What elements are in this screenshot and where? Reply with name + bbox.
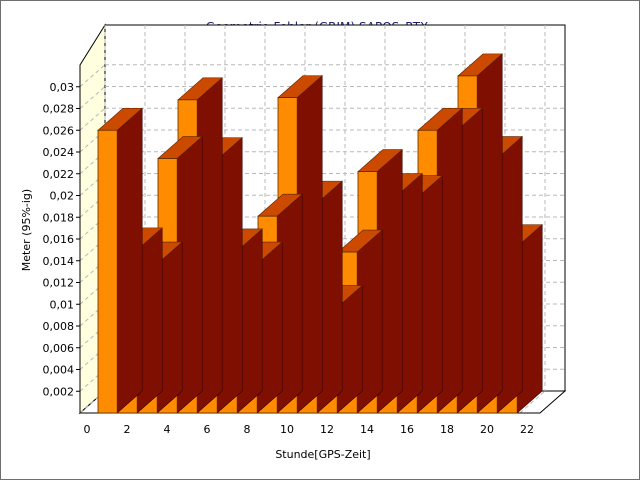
bar-side xyxy=(116,107,143,414)
x-tick-label: 22 xyxy=(520,423,534,436)
y-grid-line-side xyxy=(79,216,106,240)
x-tick-label: 12 xyxy=(320,423,334,436)
y-tick-label: 0,012 xyxy=(43,277,75,290)
y-tick-label: 0,004 xyxy=(43,364,75,377)
y-tick-label: 0,026 xyxy=(43,124,75,137)
y-tick-label: 0,016 xyxy=(43,233,75,246)
y-tick-label: 0,01 xyxy=(50,298,75,311)
y-grid-line-side xyxy=(79,260,106,283)
x-tick-label: 14 xyxy=(360,423,374,436)
y-grid-line-side xyxy=(79,173,106,196)
bar xyxy=(97,107,143,414)
y-grid-line-side xyxy=(79,347,106,370)
x-tick-label: 0 xyxy=(84,423,91,436)
y-grid-line-side xyxy=(79,194,106,218)
x-tick-label: 20 xyxy=(480,423,494,436)
x-grid-line-floor xyxy=(519,390,546,414)
bar-series xyxy=(97,53,543,414)
x-tick-label: 18 xyxy=(440,423,454,436)
y-axis-label: Meter (95%-ig) xyxy=(20,189,33,271)
x-tick-label: 4 xyxy=(164,423,171,436)
y-tick-label: 0,03 xyxy=(50,81,75,94)
x-axis-label: Stunde[GPS-Zeit] xyxy=(275,448,370,461)
x-tick-label: 10 xyxy=(280,423,294,436)
x-tick-label: 2 xyxy=(124,423,131,436)
y-grid-line-side xyxy=(79,368,106,392)
y-grid-line-side xyxy=(79,129,106,153)
x-tick-label: 8 xyxy=(244,423,251,436)
x-tick-label: 6 xyxy=(204,423,211,436)
x-axis-ticks: 0 2 4 6 8 10 12 14 16 18 20 22 xyxy=(84,423,535,436)
y-tick-label: 0,006 xyxy=(43,342,75,355)
y-tick-label: 0,014 xyxy=(43,255,75,268)
y-grid-line-side xyxy=(79,107,106,131)
y-grid-line-side xyxy=(79,64,106,88)
y-tick-label: 0,002 xyxy=(43,385,75,398)
x-grid-line-floor xyxy=(79,390,106,414)
y-grid-line-side xyxy=(79,325,106,349)
y-grid-line-side xyxy=(79,303,106,327)
y-tick-label: 0,024 xyxy=(43,146,75,159)
bar-front xyxy=(97,129,118,414)
y-grid-line-side xyxy=(79,238,106,262)
y-grid-line-side xyxy=(79,151,106,175)
x-tick-label: 16 xyxy=(400,423,414,436)
y-tick-label: 0,02 xyxy=(50,190,75,203)
y-grid-line-side xyxy=(79,281,106,305)
y-tick-label: 0,018 xyxy=(43,211,75,224)
y-tick-label: 0,008 xyxy=(43,320,75,333)
y-grid-line-side xyxy=(79,86,106,109)
y-tick-label: 0,022 xyxy=(43,168,75,181)
y-tick-label: 0,028 xyxy=(43,103,75,116)
